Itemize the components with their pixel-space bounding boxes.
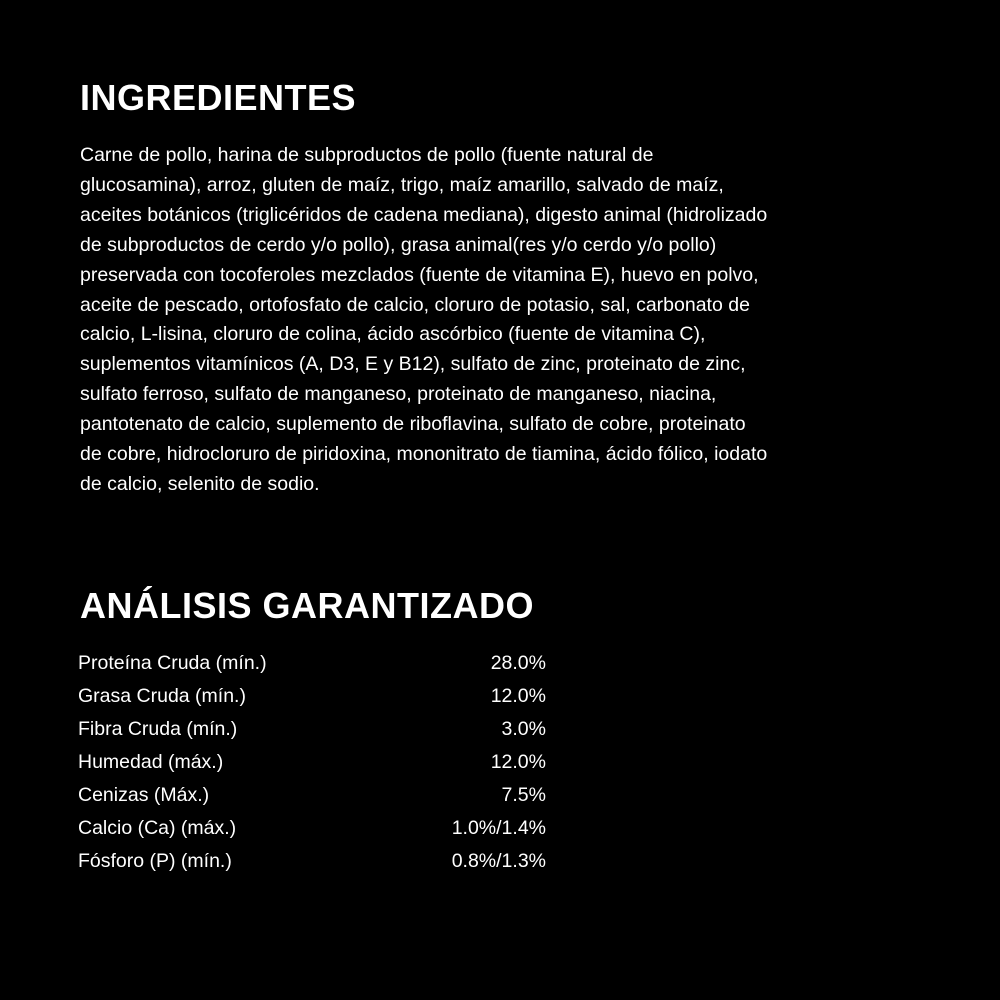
table-row: Fibra Cruda (mín.) 3.0% — [78, 713, 546, 746]
table-row: Humedad (máx.) 12.0% — [78, 746, 546, 779]
nutrient-label: Fósforo (P) (mín.) — [78, 850, 232, 872]
nutrient-value: 7.5% — [501, 784, 546, 806]
ingredients-line: sulfato ferroso, sulfato de manganeso, p… — [80, 383, 717, 406]
nutrient-label: Cenizas (Máx.) — [78, 784, 210, 806]
nutrient-value: 0.8%/1.3% — [451, 850, 546, 872]
ingredients-line: de calcio, selenito de sodio. — [80, 472, 320, 495]
ingredients-title: INGREDIENTES — [80, 77, 357, 118]
ingredients-line: pantotenato de calcio, suplemento de rib… — [80, 413, 746, 436]
ingredients-line: aceites botánicos (triglicéridos de cade… — [80, 203, 768, 226]
ingredients-line: glucosamina), arroz, gluten de maíz, tri… — [80, 173, 724, 196]
nutrient-label: Proteína Cruda (mín.) — [78, 652, 267, 674]
ingredients-line: de subproductos de cerdo y/o pollo), gra… — [80, 233, 717, 256]
ingredients-text: Carne de pollo, harina de subproductos d… — [80, 141, 767, 500]
table-row: Grasa Cruda (mín.) 12.0% — [78, 680, 546, 713]
ingredients-line: de cobre, hidrocloruro de piridoxina, mo… — [80, 443, 768, 466]
table-row: Cenizas (Máx.) 7.5% — [78, 779, 546, 812]
analysis-table: Proteína Cruda (mín.) 28.0% Grasa Cruda (… — [78, 647, 546, 878]
nutrient-label: Humedad (máx.) — [78, 751, 224, 773]
ingredients-line: suplementos vitamínicos (A, D3, E y B12)… — [80, 353, 746, 376]
ingredients-line: preservada con tocoferoles mezclados (fu… — [80, 263, 759, 286]
nutrient-label: Fibra Cruda (mín.) — [78, 718, 238, 740]
nutrient-label: Calcio (Ca) (máx.) — [78, 817, 237, 839]
table-row: Fósforo (P) (mín.) 0.8%/1.3% — [78, 845, 546, 878]
table-row: Calcio (Ca) (máx.) 1.0%/1.4% — [78, 812, 546, 845]
nutrient-value: 1.0%/1.4% — [451, 817, 546, 839]
nutrient-value: 12.0% — [490, 751, 546, 773]
table-row: Proteína Cruda (mín.) 28.0% — [78, 647, 546, 680]
nutrient-label: Grasa Cruda (mín.) — [78, 685, 246, 707]
nutrient-value: 12.0% — [490, 685, 546, 707]
analysis-title: ANÁLISIS GARANTIZADO — [80, 585, 534, 626]
ingredients-line: Carne de pollo, harina de subproductos d… — [80, 144, 654, 166]
ingredients-line: calcio, L-lisina, cloruro de colina, áci… — [80, 323, 706, 346]
ingredients-line: aceite de pescado, ortofosfato de calcio… — [80, 293, 750, 316]
nutrient-value: 28.0% — [490, 652, 546, 674]
nutrient-value: 3.0% — [501, 718, 546, 740]
